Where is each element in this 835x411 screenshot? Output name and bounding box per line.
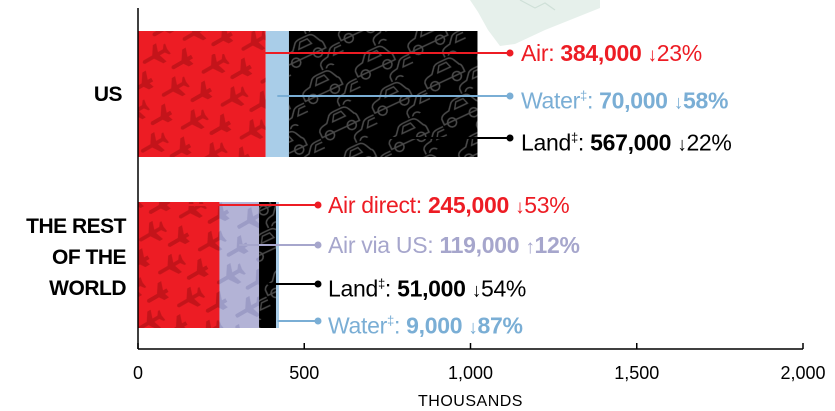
x-tick-label: 1,500 [614,363,660,383]
leader-dot-air-direct [314,201,322,209]
annotation-land: Land‡: 51,000 ↓54% [328,270,526,306]
x-tick-label: 0 [132,363,144,383]
bar-pattern-air-direct-plane-icon [138,202,220,328]
leader-dot-air [506,49,514,57]
annotation-value: 384,000 [560,40,642,66]
leader-dot-land [314,280,322,288]
annotation-value: 51,000 [397,275,466,302]
arrow-up-icon: ↑ [525,237,535,258]
arrow-down-icon: ↓ [673,92,684,114]
arrow-down-icon: ↓ [471,280,482,302]
bar-pattern-air-via-us-plane-icon [219,202,260,328]
x-tick-label: 2,000 [780,363,826,383]
annotation-land: Land‡: 567,000 ↓22% [521,124,732,160]
annotation-colon: : [427,232,440,258]
annotation-change: 23% [656,40,702,66]
category-label-line: WORLD [49,276,126,300]
category-label-us: US [93,79,123,110]
category-label-line: THE REST [26,214,126,238]
bar-pattern-air-plane-icon [138,31,266,157]
arrow-down-icon: ↓ [677,134,687,156]
x-axis-title: THOUSANDS [418,393,523,410]
annotation-air: Air: 384,000 ↓23% [521,39,702,70]
annotation-air-via-us: Air via US: 119,000 ↑12% [328,231,580,262]
bar-segment-the-rest-of-the-world-water [275,202,279,328]
annotation-value: 9,000 [406,312,463,339]
leader-dot-land [506,134,514,142]
annotation-change: 22% [686,129,732,156]
category-label-line: US [93,82,123,106]
annotation-footnote-mark: ‡ [377,276,385,291]
annotation-label: Air direct [328,192,416,218]
annotation-value: 245,000 [427,192,509,218]
annotation-label: Water [328,312,387,339]
annotation-colon: : [548,40,561,66]
annotation-footnote-mark: ‡ [580,88,587,103]
annotation-water: Water‡: 70,000 ↓58% [521,82,728,118]
arrow-down-icon: ↓ [647,45,658,66]
annotation-colon: : [393,312,407,339]
annotation-colon: : [577,129,591,156]
annotation-change: 53% [524,192,570,218]
annotation-label: Water [521,87,580,114]
annotation-value: 119,000 [439,232,520,258]
annotation-colon: : [586,87,600,114]
annotation-water: Water‡: 9,000 ↓87% [328,307,523,343]
x-tick-label: 500 [289,363,320,383]
annotation-change: 12% [534,232,580,258]
bar-pattern-land-car-icon [259,202,276,328]
arrow-down-icon: ↓ [515,197,525,218]
annotation-footnote-mark: ‡ [387,313,394,328]
annotation-value: 567,000 [590,129,672,156]
annotation-label: Air [521,40,549,66]
arrow-down-icon: ↓ [468,317,478,339]
annotation-label: Land [328,275,378,302]
leader-dot-air-via-us [314,241,322,249]
annotation-value: 70,000 [599,87,668,114]
annotation-colon: : [415,192,428,218]
annotation-change: 58% [682,87,729,114]
category-label-the-rest-of-the-world: THE REST OF THE WORLD [26,211,126,304]
x-tick-label: 1,000 [447,363,494,383]
category-label-line: OF THE [52,245,126,269]
annotation-label: Land [521,129,571,156]
leader-dot-water [506,92,514,100]
annotation-colon: : [384,275,398,302]
annotation-change: 54% [480,275,527,302]
annotation-change: 87% [477,312,523,339]
annotation-air-direct: Air direct: 245,000 ↓53% [328,191,570,222]
leader-dot-water [314,317,322,325]
annotation-label: Air via US [328,232,428,258]
bar-segment-us-water [265,31,289,157]
map-outline-icon [470,0,600,46]
annotation-footnote-mark: ‡ [570,130,578,145]
